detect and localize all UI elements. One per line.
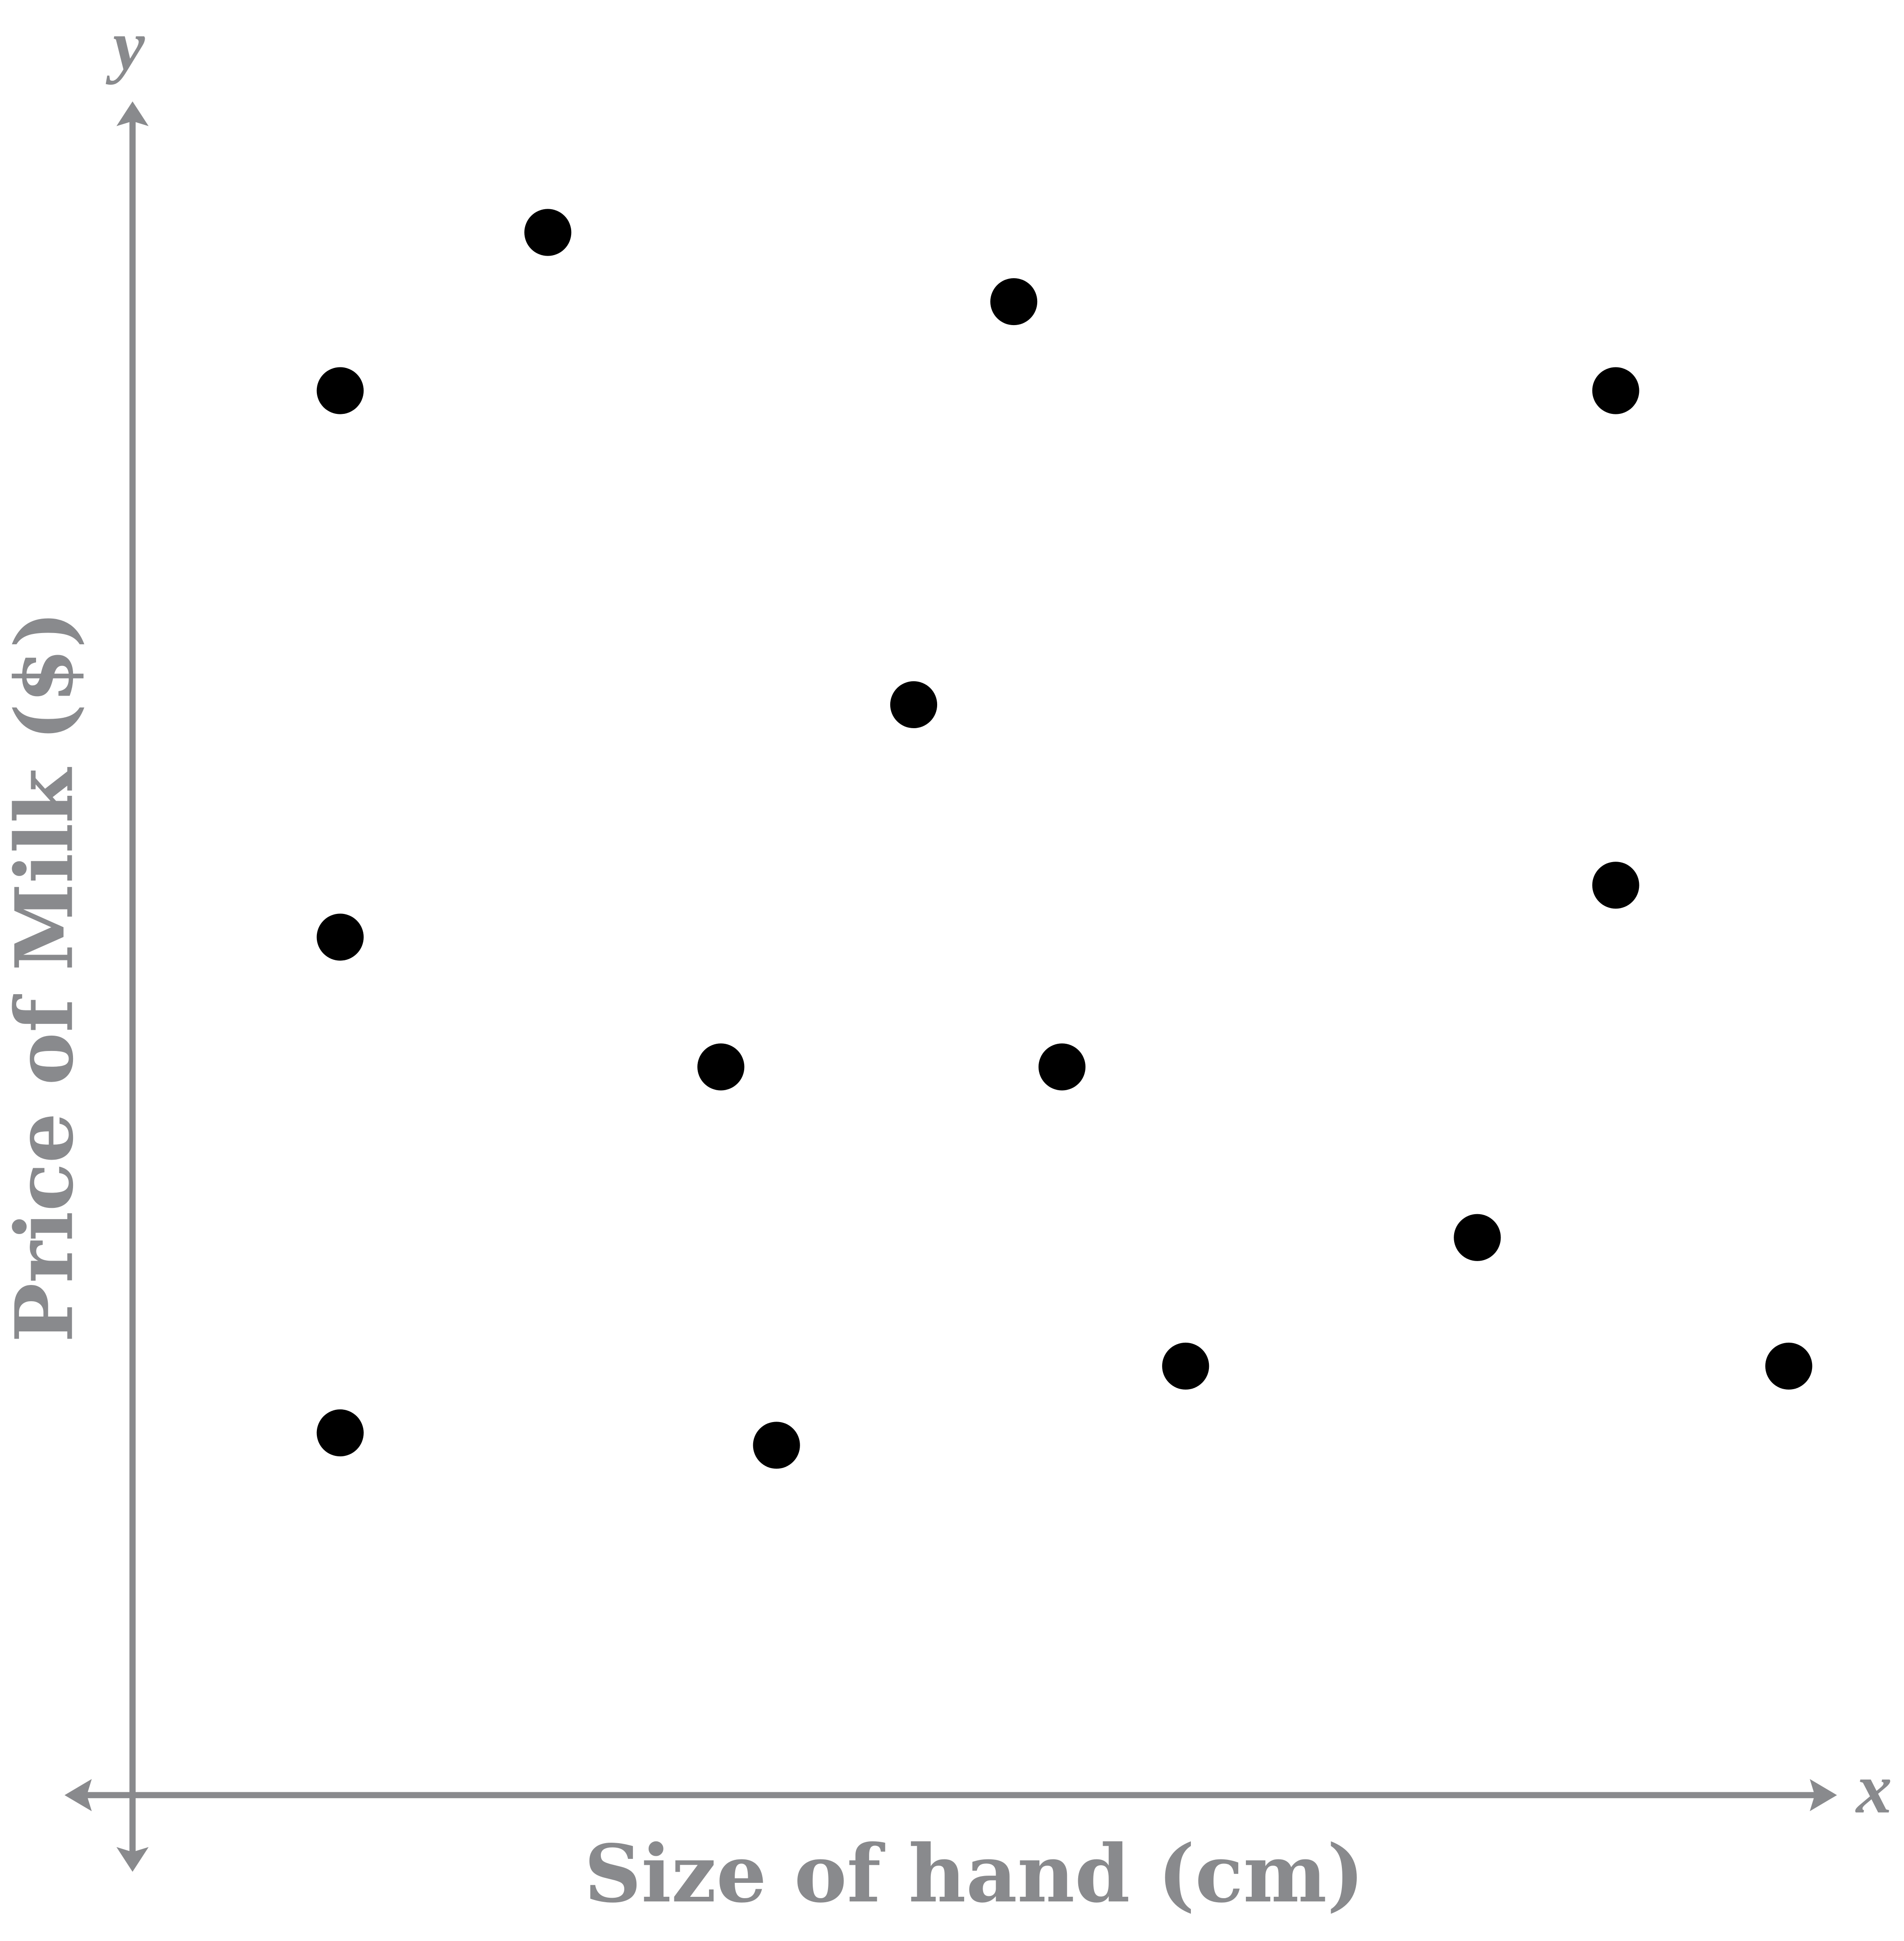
data-point-4 <box>890 681 938 729</box>
x-axis-label: Size of hand (cm) <box>584 1827 1364 1920</box>
data-point-13 <box>753 1422 800 1469</box>
data-point-9 <box>1454 1214 1501 1261</box>
data-point-3 <box>1592 367 1639 414</box>
x-axis-arrow-left <box>64 1779 92 1812</box>
data-point-5 <box>1592 862 1639 909</box>
data-point-12 <box>316 1409 364 1457</box>
y-axis-arrow-top <box>116 101 149 126</box>
data-point-7 <box>697 1043 745 1091</box>
y-axis-symbol: y <box>106 6 146 85</box>
y-axis-label: Price of Milk ($) <box>0 611 91 1343</box>
data-point-8 <box>1038 1043 1086 1091</box>
data-point-6 <box>316 913 364 961</box>
x-axis-arrow-right <box>1809 1779 1837 1812</box>
data-point-2 <box>990 278 1038 326</box>
data-points <box>316 209 1812 1469</box>
y-axis-arrow-bottom <box>116 1847 149 1872</box>
x-axis-symbol: x <box>1855 1749 1892 1828</box>
data-point-11 <box>1765 1342 1812 1390</box>
data-point-10 <box>1162 1342 1209 1390</box>
data-point-1 <box>524 209 572 256</box>
data-point-0 <box>316 367 364 414</box>
